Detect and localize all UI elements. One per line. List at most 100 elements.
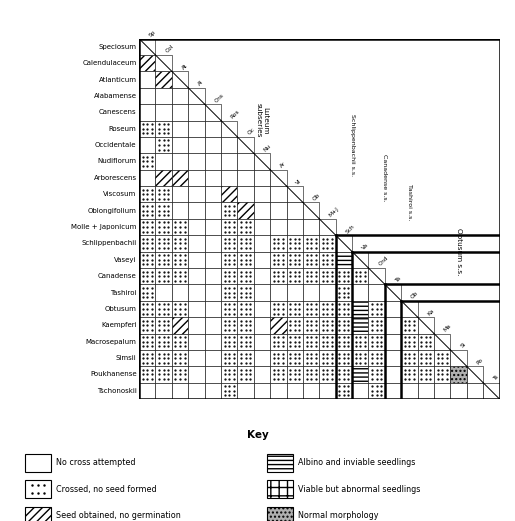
Bar [286, 317, 303, 333]
Bar [237, 366, 254, 383]
Bar [270, 350, 286, 366]
Bar [451, 350, 467, 366]
Bar [254, 235, 270, 252]
Text: Simsii: Simsii [116, 355, 136, 361]
Bar [237, 219, 254, 235]
Bar [254, 203, 270, 219]
Bar [156, 268, 172, 284]
Bar [188, 137, 204, 153]
Bar [221, 252, 237, 268]
Bar [221, 383, 237, 399]
Text: Ob: Ob [312, 192, 321, 202]
Bar [204, 219, 221, 235]
Bar [286, 366, 303, 383]
Bar [336, 284, 352, 301]
Text: Schlippenbachii: Schlippenbachii [81, 240, 136, 246]
Bar [336, 333, 352, 350]
Bar [188, 268, 204, 284]
Bar [336, 252, 352, 268]
Bar [204, 203, 221, 219]
Bar [254, 350, 270, 366]
Bar [139, 268, 156, 284]
Bar [254, 317, 270, 333]
Bar [352, 268, 368, 284]
Bar [221, 284, 237, 301]
Bar [139, 301, 156, 317]
Bar [172, 186, 188, 203]
Text: Poukhanense: Poukhanense [90, 371, 136, 378]
Bar [188, 170, 204, 186]
Bar [188, 88, 204, 104]
Bar [156, 88, 172, 104]
Text: Vi: Vi [296, 178, 303, 185]
Bar [319, 317, 336, 333]
Bar [237, 350, 254, 366]
Bar [156, 71, 172, 88]
Bar [401, 301, 418, 317]
Text: Arborescens: Arborescens [93, 175, 136, 181]
Bar [336, 350, 352, 366]
Bar [172, 252, 188, 268]
Bar [221, 170, 237, 186]
Text: Al: Al [197, 79, 205, 87]
Bar [434, 366, 451, 383]
Bar [237, 153, 254, 170]
Bar [270, 333, 286, 350]
Bar [418, 366, 434, 383]
Text: Cns: Cns [214, 92, 225, 103]
Bar [352, 317, 368, 333]
Bar [204, 350, 221, 366]
Text: Calendulaceum: Calendulaceum [82, 60, 136, 66]
Bar [156, 350, 172, 366]
Bar [286, 333, 303, 350]
Bar [319, 219, 336, 235]
Text: Canadense s.s.: Canadense s.s. [382, 154, 387, 202]
Bar [286, 383, 303, 399]
Bar [156, 153, 172, 170]
Bar [139, 55, 156, 71]
Bar [237, 383, 254, 399]
Bar [368, 284, 385, 301]
Bar [336, 301, 352, 317]
Bar [172, 268, 188, 284]
Bar [172, 120, 188, 137]
Bar [139, 120, 156, 137]
Bar [139, 170, 156, 186]
Bar [188, 104, 204, 120]
Bar [336, 235, 352, 252]
Bar [401, 383, 418, 399]
Bar [172, 350, 188, 366]
Bar [418, 350, 434, 366]
Bar [188, 333, 204, 350]
Text: Obtusum s.s.: Obtusum s.s. [456, 228, 461, 275]
Text: Luteum
subseries: Luteum subseries [255, 103, 268, 138]
Bar [467, 366, 483, 383]
Bar [451, 383, 467, 399]
Text: Tashiroi s.s.: Tashiroi s.s. [407, 184, 412, 220]
Bar [385, 383, 401, 399]
Text: Col: Col [164, 44, 175, 54]
FancyBboxPatch shape [25, 454, 51, 472]
Text: Nu: Nu [263, 143, 272, 153]
Text: Crossed, no seed formed: Crossed, no seed formed [56, 485, 157, 494]
FancyBboxPatch shape [267, 480, 293, 498]
Bar [156, 55, 172, 71]
FancyBboxPatch shape [25, 480, 51, 498]
Bar [270, 235, 286, 252]
Bar [172, 333, 188, 350]
Bar [188, 284, 204, 301]
Bar [270, 219, 286, 235]
Bar [270, 301, 286, 317]
Bar [286, 284, 303, 301]
Bar [254, 333, 270, 350]
Bar [352, 252, 368, 268]
Bar [221, 350, 237, 366]
Text: Occidentale: Occidentale [95, 142, 136, 148]
Bar [139, 186, 156, 203]
Bar [156, 284, 172, 301]
Bar [139, 153, 156, 170]
Text: Schlippenbachii s.s.: Schlippenbachii s.s. [350, 114, 354, 176]
Bar [204, 383, 221, 399]
Text: Cnd: Cnd [377, 255, 389, 267]
Bar [156, 186, 172, 203]
